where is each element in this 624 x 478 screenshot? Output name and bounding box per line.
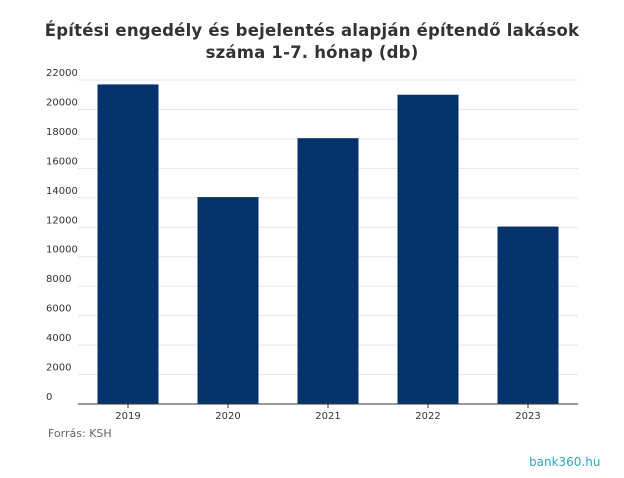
x-tick-label: 2023	[515, 411, 540, 422]
logo-text: bank360.hu	[529, 455, 601, 469]
y-tick-label: 6000	[46, 304, 71, 315]
x-tick-label: 2020	[215, 411, 240, 422]
y-tick-label: 12000	[46, 215, 78, 226]
y-tick-label: 16000	[46, 156, 78, 167]
y-tick-label: 22000	[46, 68, 78, 79]
bar-2019	[97, 84, 159, 404]
y-tick-label: 20000	[46, 97, 78, 108]
chart-title-line-1: Építési engedély és bejelentés alapján é…	[44, 21, 580, 40]
x-tick-label: 2019	[115, 411, 140, 422]
bar-2021	[297, 138, 359, 404]
bar-2023	[497, 226, 559, 404]
chart-title-line-2: száma 1-7. hónap (db)	[205, 43, 419, 62]
chart-title: Építési engedély és bejelentés alapján é…	[0, 20, 624, 64]
bar-2020	[197, 197, 259, 404]
y-tick-label: 4000	[46, 333, 71, 344]
y-tick-label: 14000	[46, 186, 78, 197]
y-tick-label: 8000	[46, 274, 71, 285]
y-tick-label: 2000	[46, 363, 71, 374]
source-note: Forrás: KSH	[48, 427, 112, 440]
bank360-logo: bank360.hu	[529, 455, 600, 469]
y-tick-label: 0	[46, 392, 52, 403]
bar-2022	[397, 94, 459, 405]
x-tick-label: 2021	[315, 411, 340, 422]
y-tick-label: 10000	[46, 245, 78, 256]
x-tick-label: 2022	[415, 411, 440, 422]
y-tick-label: 18000	[46, 127, 78, 138]
